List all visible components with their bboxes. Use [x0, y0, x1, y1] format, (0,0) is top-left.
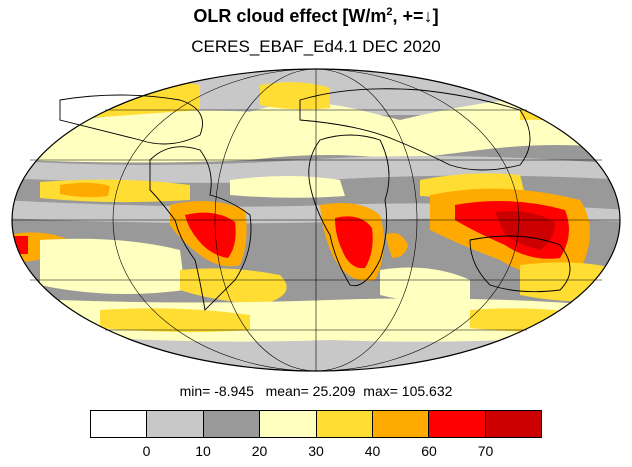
colorbar-box-6	[429, 411, 486, 437]
mean-value: 25.209	[312, 383, 356, 399]
colorbar-box-4	[316, 411, 373, 437]
max-label: max=	[363, 383, 398, 399]
colorbar-tick-label: 70	[477, 443, 494, 459]
colorbar-box-7	[485, 411, 541, 437]
colorbar-box-2	[203, 411, 261, 437]
min-value: -8.945	[214, 383, 254, 399]
map-title: OLR cloud effect [W/m2, +=↓]	[0, 6, 632, 27]
colorbar-box-1	[147, 411, 204, 437]
stats-line: min= -8.945 mean= 25.209 max= 105.632	[0, 383, 632, 399]
colorbar-tick-label: 30	[308, 443, 324, 459]
colorbar-tick-label: 10	[195, 443, 211, 459]
min-label: min=	[179, 383, 211, 399]
colorbar-tick-label: 40	[364, 443, 381, 459]
colorbar-tick-label: 20	[251, 443, 268, 459]
max-value: 105.632	[401, 383, 453, 399]
colorbar-box-5	[372, 411, 430, 437]
colorbar-box-3	[260, 411, 317, 437]
globe-outline	[11, 68, 621, 372]
mean-label: mean=	[265, 383, 309, 399]
title-rest: , +=↓]	[392, 6, 439, 26]
title-main: OLR cloud effect [W/m	[193, 6, 387, 26]
title-superscript: 2	[386, 6, 393, 18]
colorbar-tick-label: 60	[421, 443, 437, 459]
colorbar-box-0	[91, 411, 148, 437]
colorbar-tick-label: 0	[142, 443, 151, 459]
colorbar	[90, 410, 542, 438]
coastlines	[59, 88, 571, 311]
map-subtitle: CERES_EBAF_Ed4.1 DEC 2020	[191, 37, 441, 56]
